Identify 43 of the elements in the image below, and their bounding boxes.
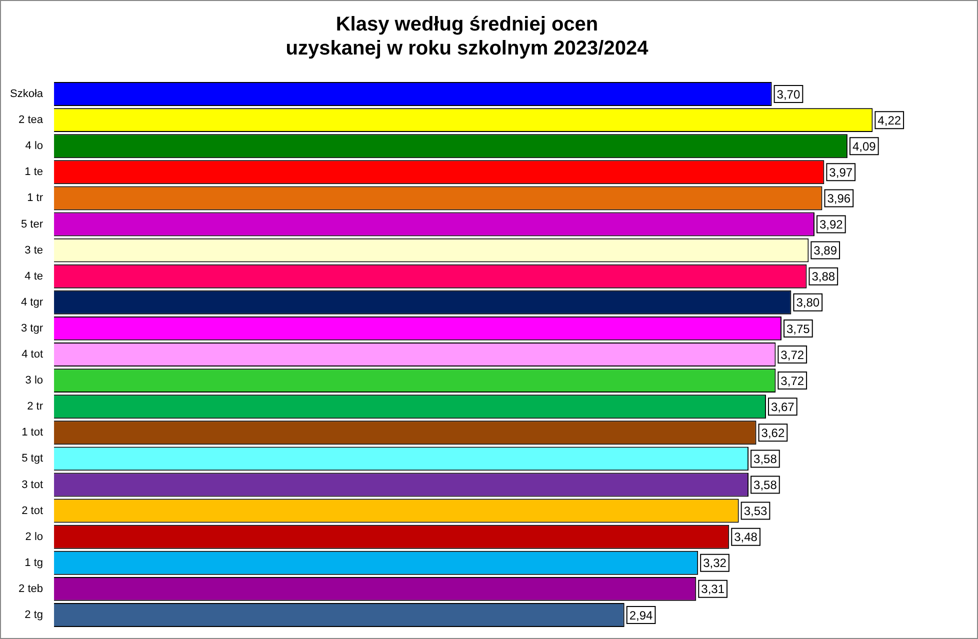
data-label: 3,48: [734, 530, 758, 544]
y-tick-label: 2 tea: [18, 114, 44, 126]
y-tick-label: Szkoła: [10, 88, 44, 100]
y-tick-label: 1 te: [24, 166, 44, 178]
y-tick-label: 5 tgt: [22, 452, 44, 465]
data-label: 3,89: [814, 244, 838, 258]
data-label: 3,67: [770, 400, 795, 414]
y-tick-label: 5 ter: [21, 218, 44, 230]
data-label: 3,70: [776, 87, 800, 102]
data-label: 3,58: [754, 452, 778, 466]
y-tick-label: 1 tr: [27, 192, 44, 204]
data-label: 3,88: [812, 270, 836, 284]
y-tick-label: 2 tg: [24, 609, 44, 622]
data-label: 3,31: [701, 582, 725, 596]
y-tick-label: 2 tr: [27, 400, 44, 413]
y-tick-label: 4 tot: [22, 348, 44, 361]
y-tick-label: 3 te: [24, 244, 44, 256]
chart-title: Klasy według średniej ocen uzyskanej w roku szkolnym 2023/2024: [286, 14, 650, 60]
data-label: 4,09: [852, 139, 876, 154]
data-label: 3,97: [829, 165, 853, 180]
data-label: 3,32: [703, 556, 727, 570]
y-tick-label: 3 tot: [22, 478, 44, 491]
y-tick-label: 2 tot: [22, 504, 44, 517]
y-tick-label: 4 lo: [25, 140, 44, 152]
y-tick-label: 4 tgr: [21, 296, 44, 308]
y-tick-label: 4 te: [24, 270, 44, 282]
data-label: 3,72: [780, 374, 804, 388]
data-label: 3,58: [754, 478, 778, 492]
data-label: 3,92: [819, 218, 844, 232]
data-label: 3,75: [786, 322, 810, 336]
data-label: 3,96: [827, 192, 851, 206]
y-tick-label: 3 tgr: [21, 322, 44, 334]
y-tick-label: 2 teb: [18, 582, 44, 595]
data-label: 3,72: [780, 348, 804, 362]
data-label: 3,62: [761, 426, 785, 440]
y-tick-label: 1 tg: [24, 556, 44, 569]
y-tick-label: 2 lo: [25, 530, 44, 543]
data-label: 3,53: [744, 504, 768, 518]
data-label: 3,80: [796, 296, 820, 310]
y-tick-label: 1 tot: [22, 426, 44, 439]
data-label: 4,22: [878, 113, 902, 128]
data-label: 2,94: [629, 608, 654, 622]
y-tick-label: 3 lo: [25, 374, 44, 387]
